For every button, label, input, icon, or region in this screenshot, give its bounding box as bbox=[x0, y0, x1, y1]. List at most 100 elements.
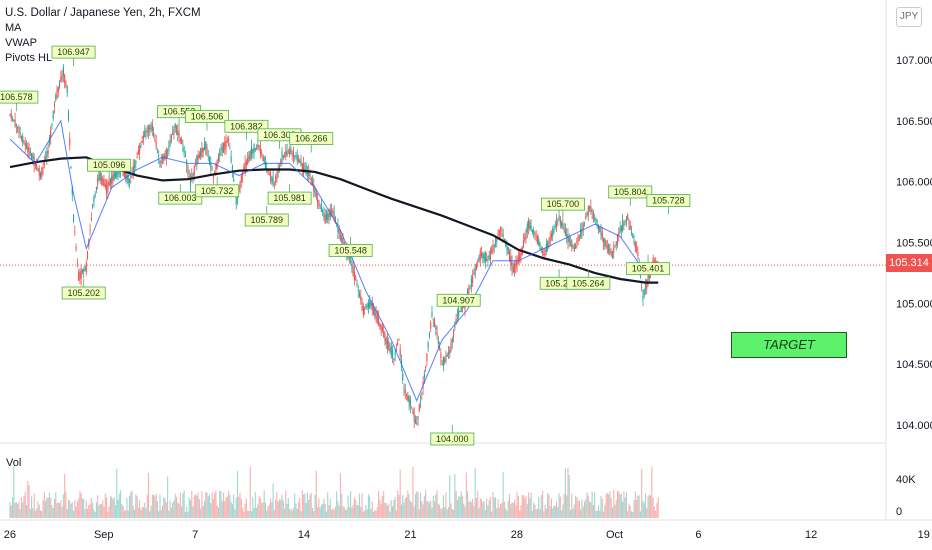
candle-body bbox=[71, 188, 73, 195]
volume-bar bbox=[201, 491, 203, 518]
volume-bar bbox=[159, 494, 161, 518]
candle-body bbox=[563, 227, 565, 232]
candle-body bbox=[633, 240, 635, 244]
volume-bar bbox=[28, 485, 30, 518]
candle-body bbox=[479, 250, 481, 261]
candle-body bbox=[272, 176, 274, 185]
candle-body bbox=[411, 406, 413, 408]
volume-bar bbox=[73, 510, 75, 518]
volume-bar bbox=[474, 468, 476, 518]
volume-bar bbox=[287, 497, 289, 518]
volume-bar bbox=[262, 502, 264, 518]
candle-body bbox=[525, 230, 527, 239]
pivot-value: 105.24 bbox=[545, 278, 573, 288]
pivot-box bbox=[646, 194, 691, 207]
volume-bar bbox=[61, 506, 63, 518]
price-tick: 104.000 bbox=[896, 420, 932, 432]
chart-legend: U.S. Dollar / Japanese Yen, 2h, FXCM MA … bbox=[5, 6, 201, 66]
volume-bar bbox=[618, 491, 620, 518]
volume-bar bbox=[211, 492, 213, 518]
volume-bar bbox=[80, 493, 82, 518]
candle-body bbox=[576, 240, 578, 243]
volume-bar bbox=[559, 496, 561, 518]
volume-bar bbox=[427, 500, 429, 518]
volume-bar bbox=[642, 500, 644, 518]
candle-body bbox=[78, 272, 80, 281]
volume-bar bbox=[455, 490, 457, 518]
pivot-box bbox=[267, 191, 312, 205]
volume-bar bbox=[587, 495, 589, 518]
volume-bar bbox=[328, 505, 330, 518]
candle-body bbox=[111, 176, 113, 184]
volume-bar bbox=[644, 493, 647, 518]
candle-body bbox=[147, 126, 150, 133]
candle-body bbox=[480, 252, 483, 257]
candle-body bbox=[384, 333, 386, 342]
target-box[interactable]: TARGET bbox=[731, 332, 847, 358]
candle-body bbox=[419, 400, 422, 402]
price-tick: 105.500 bbox=[896, 238, 932, 250]
candle-body bbox=[48, 138, 50, 145]
volume-bar bbox=[386, 505, 389, 518]
volume-bar bbox=[647, 496, 649, 518]
candle-body bbox=[200, 148, 202, 157]
indicator-ma-label[interactable]: MA bbox=[5, 22, 22, 34]
volume-bar bbox=[291, 510, 293, 518]
volume-bar bbox=[412, 466, 414, 518]
volume-bar bbox=[534, 504, 536, 518]
volume-bar bbox=[306, 492, 308, 518]
volume-bar bbox=[506, 510, 508, 518]
volume-bar bbox=[514, 499, 516, 518]
indicator-vwap-label[interactable]: VWAP bbox=[5, 37, 37, 49]
candle-body bbox=[29, 151, 31, 153]
candle-body bbox=[332, 210, 334, 213]
candle-body bbox=[83, 269, 85, 272]
volume-bar bbox=[88, 505, 90, 518]
candle-body bbox=[339, 234, 342, 241]
candle-body bbox=[118, 172, 120, 174]
candle-body bbox=[494, 238, 497, 245]
price-tick: 105.000 bbox=[896, 298, 932, 310]
volume-bar bbox=[128, 496, 131, 518]
candle-body bbox=[603, 237, 605, 243]
volume-bar bbox=[239, 492, 241, 518]
candle-body bbox=[559, 218, 561, 226]
currency-button[interactable]: JPY bbox=[896, 7, 922, 27]
candle-body bbox=[404, 390, 406, 394]
candle-body bbox=[319, 205, 321, 207]
volume-bar bbox=[150, 505, 152, 518]
candle-body bbox=[595, 218, 597, 225]
pivot-value: 106.552 bbox=[163, 107, 196, 117]
candle-body bbox=[449, 349, 451, 354]
candle-body bbox=[99, 173, 101, 182]
volume-bar bbox=[515, 505, 517, 518]
pivot-value: 106.382 bbox=[230, 121, 263, 131]
candle-body bbox=[187, 165, 189, 175]
volume-bar bbox=[17, 504, 19, 518]
pivot-label: 105.096 bbox=[87, 158, 132, 180]
candle-body bbox=[142, 135, 145, 139]
volume-bar bbox=[281, 495, 283, 518]
pivot-box bbox=[540, 197, 585, 211]
candle-body bbox=[514, 263, 516, 273]
candle-body bbox=[268, 173, 270, 175]
candle-body bbox=[580, 228, 582, 238]
indicator-pivots-label[interactable]: Pivots HL bbox=[5, 52, 53, 64]
candle-body bbox=[378, 317, 380, 325]
volume-bar bbox=[236, 470, 239, 518]
volume-bar bbox=[94, 511, 96, 518]
volume-label[interactable]: Vol bbox=[6, 457, 22, 469]
candle-body bbox=[139, 145, 141, 154]
volume-bar bbox=[450, 503, 452, 518]
candle-body bbox=[583, 221, 586, 223]
candle-body bbox=[317, 199, 319, 203]
volume-bar bbox=[582, 506, 584, 518]
volume-bar bbox=[543, 511, 545, 518]
volume-bar bbox=[301, 490, 303, 518]
candle-body bbox=[628, 219, 630, 225]
volume-bar bbox=[170, 507, 172, 518]
volume-bar bbox=[428, 502, 430, 518]
volume-bar bbox=[238, 496, 240, 518]
candle-body bbox=[155, 141, 157, 148]
